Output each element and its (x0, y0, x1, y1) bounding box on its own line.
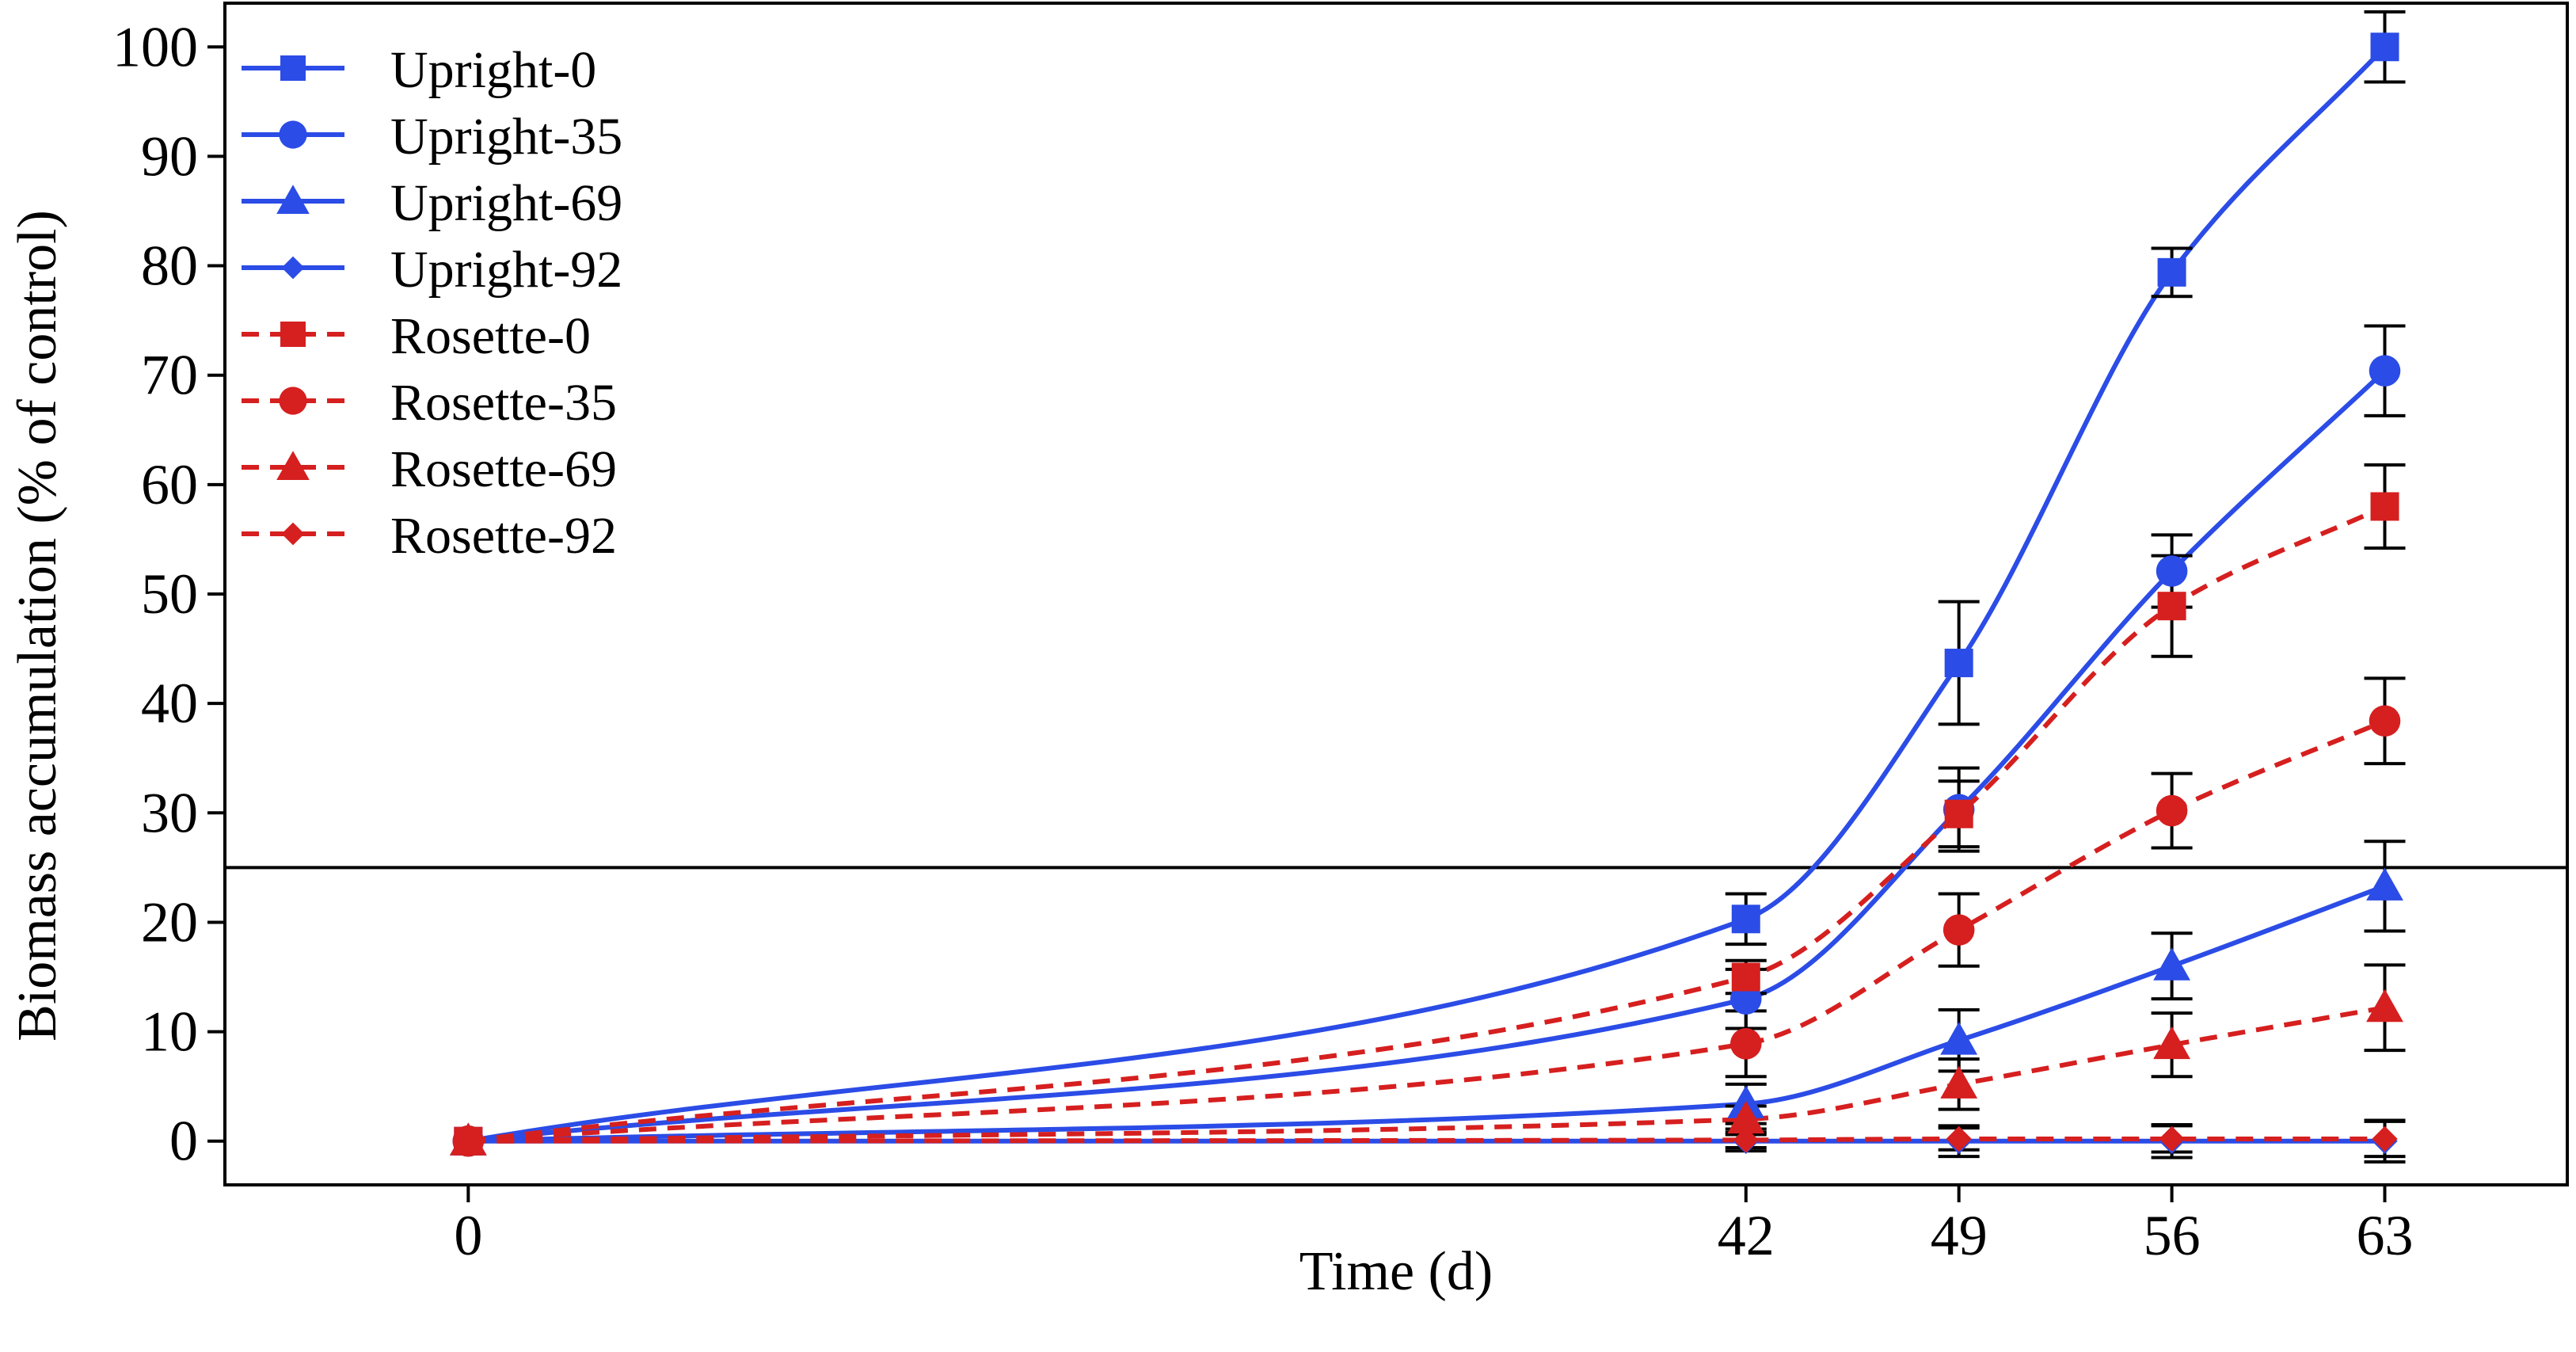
legend-label: Rosette-69 (390, 440, 617, 498)
marker-rosette-92 (2159, 1125, 2185, 1152)
legend-label: Upright-69 (390, 174, 622, 232)
legend-label: Upright-0 (390, 41, 596, 99)
legend-item-rosette-35[interactable]: Rosette-35 (242, 374, 617, 432)
marker-rosette-69 (1727, 1100, 1765, 1134)
marker-rosette-0 (2370, 492, 2399, 521)
error-bars (1725, 10, 2406, 1163)
legend[interactable]: Upright-0 Upright-35 Upright-69 Upright-92 R… (242, 41, 622, 565)
marker-rosette-92 (455, 1128, 481, 1154)
legend-item-upright-92[interactable]: Upright-92 (242, 241, 622, 299)
marker-rosette-92 (1733, 1127, 1759, 1153)
y-tick-label: 60 (141, 453, 198, 516)
series-line-upright-69 (468, 884, 2386, 1144)
legend-marker (279, 120, 307, 149)
legend-marker (276, 185, 310, 214)
marker-rosette-35 (2369, 705, 2401, 737)
y-tick-label: 50 (141, 562, 198, 626)
marker-upright-0 (1944, 649, 1973, 678)
series-line-upright-0 (467, 45, 2387, 1144)
series-line-upright-35 (467, 368, 2387, 1144)
legend-marker (281, 256, 305, 280)
x-tick-label: 63 (2357, 1204, 2414, 1267)
series-line-rosette-35 (468, 718, 2386, 1144)
series-line-rosette-69 (468, 1005, 2386, 1144)
marker-rosette-69 (1940, 1065, 1978, 1099)
marker-upright-69 (2153, 947, 2190, 981)
legend-item-upright-35[interactable]: Upright-35 (242, 108, 622, 166)
marker-rosette-35 (2156, 794, 2188, 827)
x-tick-label: 49 (1931, 1204, 1988, 1267)
x-tick-label: 56 (2144, 1204, 2201, 1267)
marker-upright-0 (2157, 257, 2186, 287)
legend-marker (279, 387, 307, 415)
legend-label: Rosette-35 (390, 374, 617, 432)
y-tick-label: 80 (141, 234, 198, 298)
marker-upright-35 (2369, 355, 2401, 387)
y-tick-label: 40 (141, 672, 198, 735)
legend-item-upright-69[interactable]: Upright-69 (242, 174, 622, 232)
marker-rosette-35 (1942, 914, 1975, 946)
marker-upright-69 (2366, 867, 2403, 901)
legend-item-upright-0[interactable]: Upright-0 (242, 41, 596, 99)
series-line-rosette-92 (468, 1136, 2385, 1144)
y-tick-label: 70 (141, 344, 198, 407)
legend-marker (280, 55, 306, 81)
x-axis-title: Time (d) (1299, 1241, 1493, 1302)
marker-upright-69 (1940, 1022, 1978, 1055)
legend-marker (280, 322, 306, 347)
marker-rosette-69 (2153, 1026, 2190, 1060)
marker-rosette-35 (1729, 1027, 1762, 1060)
y-tick-label: 100 (112, 15, 198, 78)
axes: 0 10 20 30 40 50 60 70 80 90 100 0 42 49 56 63 (112, 2, 2569, 1267)
y-tick-label: 30 (141, 781, 198, 844)
legend-label: Rosette-0 (390, 307, 591, 365)
marker-rosette-69 (2366, 988, 2403, 1023)
legend-marker (276, 451, 310, 480)
legend-label: Upright-92 (390, 241, 622, 299)
series-line-rosette-0 (467, 504, 2386, 1144)
marker-rosette-0 (2157, 592, 2186, 621)
x-tick-label: 42 (1718, 1204, 1775, 1267)
legend-marker (281, 522, 305, 546)
marker-upright-0 (1731, 905, 1760, 934)
series-lines (467, 45, 2387, 1144)
legend-label: Rosette-92 (390, 507, 617, 565)
series-markers (449, 32, 2403, 1157)
legend-item-rosette-69[interactable]: Rosette-69 (242, 440, 617, 498)
marker-upright-35 (2156, 555, 2188, 587)
legend-label: Upright-35 (390, 108, 622, 166)
y-tick-label: 20 (141, 890, 198, 954)
y-tick-label: 10 (141, 1000, 198, 1064)
x-tick-label: 0 (454, 1204, 482, 1267)
y-axis-title: Biomass accumulation (% of control) (7, 210, 68, 1042)
legend-item-rosette-92[interactable]: Rosette-92 (242, 507, 617, 565)
y-tick-label: 0 (169, 1110, 198, 1173)
marker-rosette-92 (1946, 1125, 1972, 1152)
marker-upright-0 (2370, 32, 2399, 62)
y-tick-label: 90 (141, 124, 198, 188)
legend-item-rosette-0[interactable]: Rosette-0 (242, 307, 591, 365)
marker-rosette-0 (1731, 962, 1760, 992)
marker-rosette-92 (2372, 1125, 2398, 1152)
marker-rosette-0 (1944, 799, 1973, 828)
